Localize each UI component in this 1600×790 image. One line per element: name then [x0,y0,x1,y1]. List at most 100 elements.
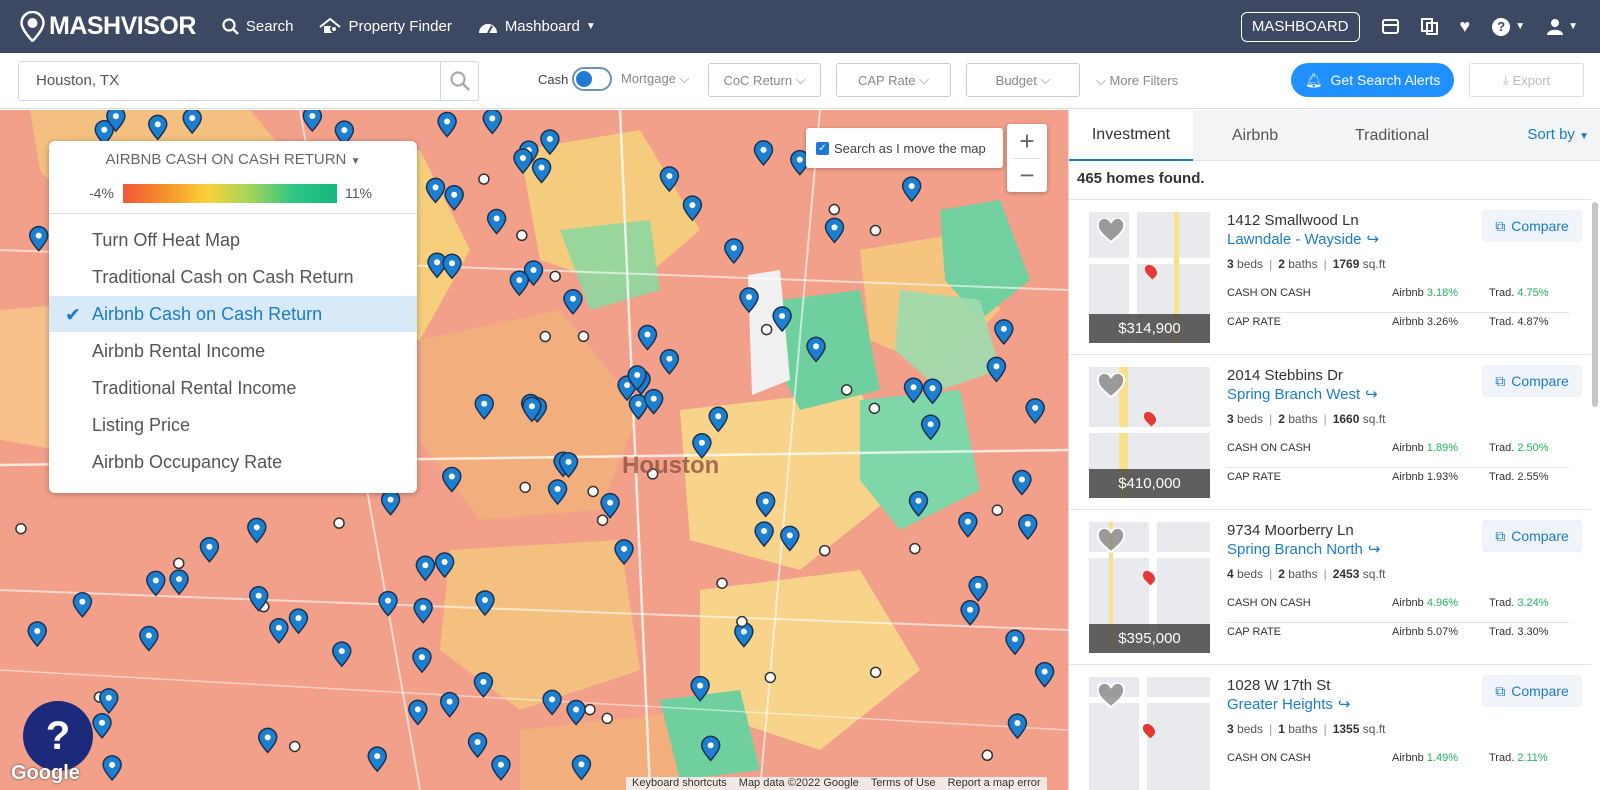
terms-link[interactable]: Terms of Use [870,777,936,789]
listing-marker[interactable] [549,270,561,283]
listing-marker[interactable] [288,740,301,753]
listing-marker[interactable] [482,110,503,135]
listing-marker[interactable] [106,110,126,133]
coc-return-dropdown[interactable]: CoC Return ⌵ [708,63,821,97]
listing-marker[interactable] [139,625,159,652]
listing-marker[interactable] [968,575,988,602]
listing-marker[interactable] [563,289,583,315]
listing-marker[interactable] [147,114,168,141]
listing-card[interactable]: $395,000 9734 Moorberry Ln Spring Branch… [1069,509,1591,664]
listing-address[interactable]: 2014 Stebbins Dr [1227,367,1343,384]
option-traditional-coc[interactable]: Traditional Cash on Cash Return [92,266,354,287]
listing-marker[interactable] [172,557,185,570]
get-search-alerts-button[interactable]: 🔔︎ Get Search Alerts [1291,63,1454,97]
listing-marker[interactable] [601,712,613,725]
mortgage-dropdown[interactable]: Mortgage ⌵ [621,71,690,86]
listing-marker[interactable] [922,378,943,405]
listing-marker[interactable] [571,754,592,781]
listing-marker[interactable] [958,511,978,538]
listing-marker[interactable] [27,621,47,648]
listing-marker[interactable] [94,120,115,146]
listing-marker[interactable] [102,755,122,781]
listing-marker[interactable] [182,110,202,135]
favorite-heart-icon[interactable] [1097,373,1125,399]
tab-investment[interactable]: Investment [1069,110,1193,161]
listing-marker[interactable] [780,525,800,552]
listing-marker[interactable] [288,608,309,635]
listing-marker[interactable] [425,177,446,204]
listing-marker[interactable] [840,384,853,396]
favorite-heart-icon[interactable] [1097,528,1125,554]
listing-marker[interactable] [868,402,881,415]
listing-marker[interactable] [547,479,568,506]
listing-marker[interactable] [628,394,649,421]
compare-icon[interactable] [1420,18,1438,35]
favorite-heart-icon[interactable] [1097,683,1125,709]
listing-marker[interactable] [169,569,189,596]
listing-marker[interactable] [302,110,323,133]
listing-marker[interactable] [614,539,634,566]
listing-marker[interactable] [986,356,1007,383]
listing-marker[interactable] [269,618,289,644]
listing-address[interactable]: 1028 W 17th St [1227,677,1331,694]
heart-icon[interactable]: ♥ [1459,16,1471,36]
listing-marker[interactable] [1007,713,1028,740]
listing-marker[interactable] [247,517,267,544]
listing-marker[interactable] [909,542,921,555]
listing-marker[interactable] [991,504,1004,516]
listing-marker[interactable] [486,208,507,235]
option-listing-price[interactable]: Listing Price [92,414,191,435]
help-chat-button[interactable]: ? [23,701,93,771]
listing-marker[interactable] [380,489,401,516]
listing-marker[interactable] [408,699,428,726]
listing-marker[interactable] [637,324,658,351]
listing-marker[interactable] [72,591,93,618]
listing-marker[interactable] [587,485,599,498]
listing-marker[interactable] [539,330,552,343]
listing-marker[interactable] [903,377,924,404]
listing-marker[interactable] [692,432,712,459]
listing-marker[interactable] [473,672,494,698]
compare-button[interactable]: ⧉ Compare [1482,210,1582,242]
cards-icon[interactable] [1381,19,1399,34]
listing-marker[interactable] [981,749,994,762]
listing-neighborhood-link[interactable]: Greater Heights ↪ [1227,695,1351,714]
listing-marker[interactable] [627,365,647,392]
listing-marker[interactable] [600,492,620,519]
cap-rate-dropdown[interactable]: CAP Rate ⌵ [836,63,951,97]
brand-logo[interactable]: MASHVISOR [20,11,196,42]
sort-by-dropdown[interactable]: Sort by ▼ [1527,126,1589,143]
option-airbnb-coc[interactable]: ✔ Airbnb Cash on Cash Return [49,296,417,332]
listing-marker[interactable] [540,129,560,156]
more-filters-link[interactable]: ⌵ More Filters [1096,73,1179,88]
listing-marker[interactable] [444,185,464,211]
listing-map-thumbnail[interactable]: $395,000 [1089,522,1210,653]
listing-marker[interactable] [334,120,355,147]
listing-marker[interactable] [378,590,398,617]
listing-marker[interactable] [1012,469,1032,496]
listing-marker[interactable] [908,491,929,517]
user-icon[interactable]: ▼ [1547,18,1578,35]
listing-marker[interactable] [577,330,590,343]
listing-marker[interactable] [199,536,220,563]
listing-marker[interactable] [442,466,462,493]
export-button[interactable]: ⤓ Export [1469,63,1584,97]
listing-marker[interactable] [522,396,542,423]
heat-map-title[interactable]: AIRBNB CASH ON CASH RETURN ▼ [105,151,361,168]
listing-marker[interactable] [531,157,552,184]
listing-marker[interactable] [716,577,728,589]
listing-marker[interactable] [1034,661,1055,688]
search-submit-button[interactable] [440,62,478,100]
scrollbar[interactable] [1592,202,1598,407]
listing-marker[interactable] [682,195,703,222]
listing-marker[interactable] [736,615,748,628]
listing-marker[interactable] [596,514,609,526]
nav-search-link[interactable]: Search [222,18,293,35]
listing-marker[interactable] [558,452,579,479]
listing-map-thumbnail[interactable] [1089,677,1210,790]
option-traditional-rental-income[interactable]: Traditional Rental Income [92,377,297,398]
listing-marker[interactable] [332,641,352,668]
listing-marker[interactable] [92,713,112,739]
listing-marker[interactable] [700,735,721,762]
compare-button[interactable]: ⧉ Compare [1482,520,1582,552]
